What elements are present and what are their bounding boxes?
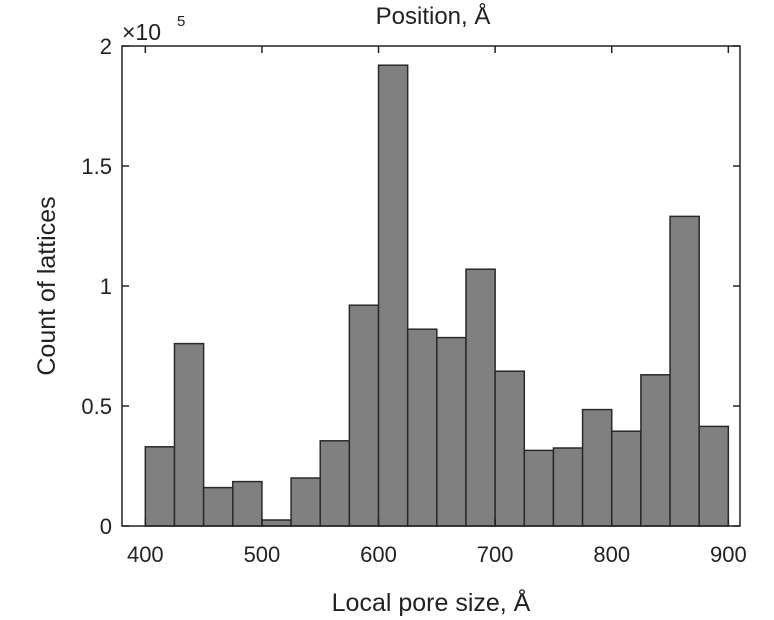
histogram-bar <box>698 425 730 527</box>
chart-title: Position, Å <box>376 2 491 30</box>
y-tick-label: 1.5 <box>81 154 112 179</box>
histogram-bar <box>173 342 205 527</box>
histogram-bar <box>640 374 671 527</box>
histogram-bar <box>232 480 263 527</box>
histogram-bar <box>552 447 584 527</box>
histogram-bar <box>319 440 351 527</box>
y-multiplier-exponent: 5 <box>177 13 185 30</box>
histogram-bar <box>669 215 700 527</box>
histogram-bar <box>436 336 467 527</box>
histogram-bar <box>465 268 496 527</box>
bars-group <box>144 64 730 527</box>
histogram-bar <box>290 477 321 527</box>
x-tick-label: 700 <box>477 542 514 567</box>
histogram-bar <box>348 304 380 527</box>
histogram-bar <box>144 446 176 527</box>
y-tick-label: 1 <box>100 274 112 299</box>
x-axis-ticks: 400 500 600 700 800 900 <box>127 46 747 567</box>
histogram-bar <box>202 486 234 527</box>
histogram-bar <box>523 449 555 527</box>
x-tick-label: 900 <box>710 542 747 567</box>
histogram-bar <box>377 64 409 527</box>
x-tick-label: 600 <box>360 542 397 567</box>
histogram-bar <box>610 430 642 527</box>
x-tick-label: 400 <box>127 542 164 567</box>
x-axis-title: Local pore size, Å <box>332 587 531 617</box>
x-tick-label: 500 <box>244 542 281 567</box>
x-tick-label: 800 <box>593 542 630 567</box>
y-tick-label: 0.5 <box>81 394 112 419</box>
histogram-bar <box>494 370 526 527</box>
y-multiplier-base: ×10 <box>122 19 161 45</box>
y-tick-label: 0 <box>100 514 112 539</box>
y-multiplier: ×10 5 <box>122 13 185 45</box>
y-tick-label: 2 <box>100 34 112 59</box>
histogram-bar <box>406 328 438 527</box>
histogram-bar <box>581 408 613 527</box>
y-axis-ticks: 0 0.5 1 1.5 2 <box>81 34 740 539</box>
y-axis-title: Count of lattices <box>33 196 61 375</box>
histogram-bar <box>261 519 292 527</box>
